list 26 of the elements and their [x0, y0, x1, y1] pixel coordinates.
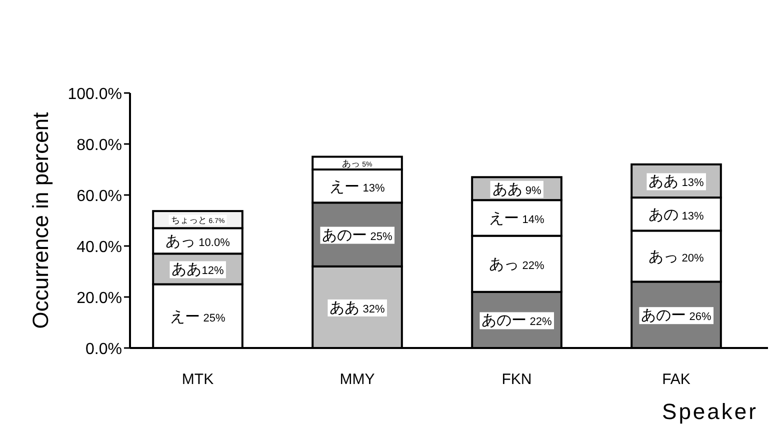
y-tick-label: 80.0% [76, 137, 122, 154]
data-label: えー 14% [489, 210, 544, 228]
data-label: あのー 22% [482, 312, 552, 330]
data-label: あの 13% [648, 206, 704, 224]
data-label: あっ 20% [648, 248, 704, 266]
y-tick-label: 40.0% [76, 239, 122, 256]
y-axis-title: Occurrence in percent [28, 112, 53, 329]
y-tick-label: 60.0% [76, 188, 122, 205]
data-label: えー 13% [330, 178, 385, 196]
data-label: あのー 26% [641, 307, 712, 324]
data-label: ああ 32% [330, 299, 385, 316]
y-tick-label: 20.0% [76, 290, 122, 307]
y-tick-label: 100.0% [68, 86, 122, 103]
data-label: あっ 10.0% [166, 233, 230, 250]
data-label: ああ12% [172, 261, 224, 278]
data-label: あっ 22% [489, 256, 544, 274]
data-label: ああ 13% [648, 173, 704, 190]
x-tick-label: FKN [502, 371, 532, 388]
data-label: ああ 9% [492, 180, 542, 198]
data-label: あのー 25% [322, 226, 392, 244]
x-tick-label: MMY [340, 371, 375, 388]
x-tick-label: FAK [662, 371, 690, 388]
x-axis-title: Speaker [662, 399, 758, 424]
x-tick-label: MTK [182, 371, 214, 388]
data-label: えー 25% [170, 308, 226, 326]
y-tick-label: 0.0% [86, 341, 122, 358]
